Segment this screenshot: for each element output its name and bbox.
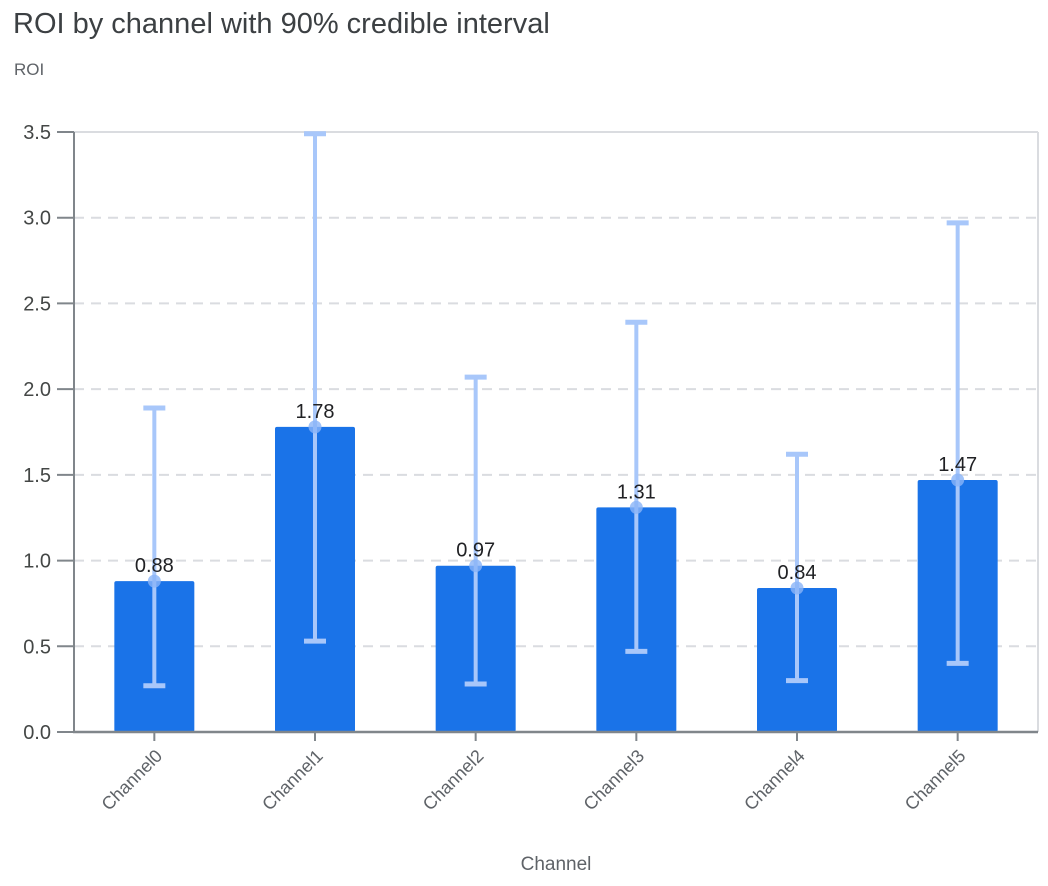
y-tick-label: 3.0 [23, 208, 51, 230]
y-axis-title: ROI [14, 60, 45, 79]
mean-marker [308, 420, 322, 434]
mean-marker [629, 500, 643, 514]
bar-value-label: 1.78 [296, 401, 335, 423]
x-tick-label: Channel2 [419, 746, 488, 815]
x-tick-label: Channel3 [580, 746, 649, 815]
y-tick-label: 2.0 [23, 379, 51, 401]
y-tick-label: 2.5 [23, 293, 51, 315]
x-tick-label: Channel0 [98, 746, 167, 815]
mean-marker [790, 581, 804, 595]
x-tick-label: Channel4 [740, 746, 809, 815]
mean-marker [469, 559, 483, 573]
y-tick-label: 3.5 [23, 122, 51, 144]
x-axis-title: Channel [521, 854, 592, 875]
y-tick-label: 0.0 [23, 722, 51, 744]
x-tick-label: Channel5 [901, 746, 970, 815]
bar-value-label: 0.84 [778, 562, 817, 584]
mean-marker [951, 473, 965, 487]
bar-value-label: 0.97 [456, 540, 495, 562]
x-tick-label: Channel1 [258, 746, 327, 815]
chart-title: ROI by channel with 90% credible interva… [13, 8, 550, 40]
bar-value-label: 0.88 [135, 555, 174, 577]
mean-marker [147, 574, 161, 588]
bar-value-label: 1.31 [617, 481, 656, 503]
y-tick-label: 1.5 [23, 465, 51, 487]
y-tick-label: 0.5 [23, 636, 51, 658]
bar-value-label: 1.47 [938, 454, 977, 476]
y-tick-label: 1.0 [23, 551, 51, 573]
